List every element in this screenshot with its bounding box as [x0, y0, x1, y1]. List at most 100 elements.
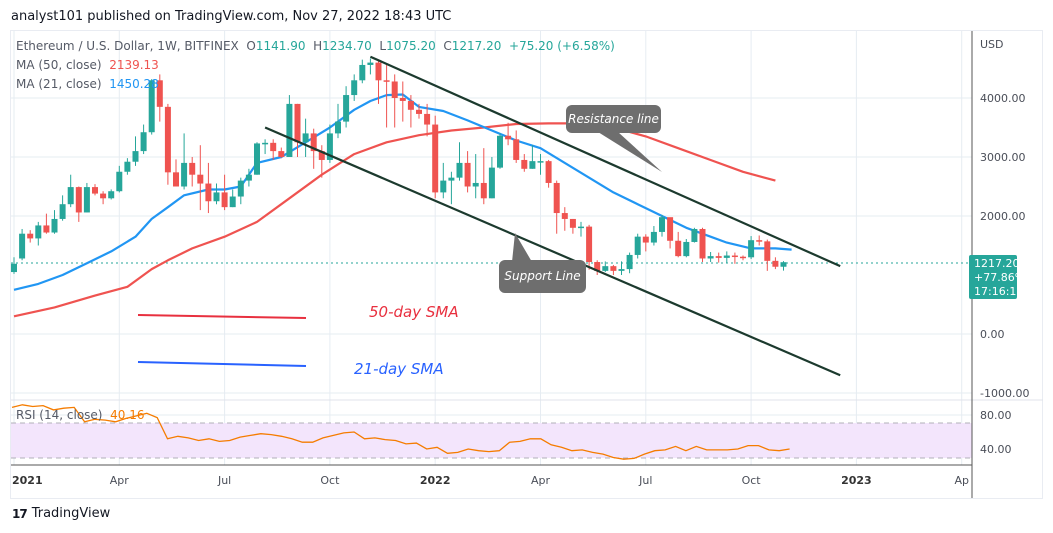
candle-up	[497, 133, 503, 169]
candle-body	[448, 177, 455, 181]
trendlines	[264, 55, 841, 377]
candle-body	[245, 174, 252, 181]
candle-body	[537, 161, 544, 163]
candle-body	[480, 182, 487, 199]
candle-down	[521, 154, 528, 172]
candle-body	[699, 228, 706, 259]
candle-down	[464, 151, 471, 193]
candle-body	[132, 151, 139, 162]
ma50-label: MA (50, close)	[16, 58, 102, 72]
candle-body	[278, 151, 285, 157]
candle-up	[335, 103, 341, 139]
candle-up	[67, 174, 74, 208]
candle-body	[650, 231, 657, 243]
tradingview-logo[interactable]: 17 TradingView	[12, 506, 110, 521]
price-axis-ticks: 4000.00 3000.00 2000.00 0.00 -1000.00	[980, 92, 1029, 400]
ma50-legend[interactable]: MA (50, close) 2139.13	[16, 58, 159, 72]
candle-body	[343, 95, 350, 122]
resistance-callout: Resistance line	[566, 105, 661, 133]
resistance-trendline	[369, 55, 841, 268]
candle-up	[108, 189, 115, 200]
time-tick-label: Ap	[954, 474, 969, 487]
candle-up	[618, 261, 625, 275]
high-value: 1234.70	[322, 39, 372, 53]
candle-body	[634, 236, 641, 255]
support-callout: Support Line	[499, 260, 586, 293]
candle-down	[416, 103, 422, 119]
ma21-legend[interactable]: MA (21, close) 1450.28	[16, 77, 159, 91]
candle-body	[310, 133, 317, 152]
candle-down	[715, 252, 722, 263]
candle-up	[602, 261, 609, 273]
price-tick-label: 0.00	[980, 328, 1005, 341]
candle-body	[731, 255, 738, 258]
candle-body	[675, 240, 682, 257]
candle-body	[432, 124, 439, 193]
candle-down	[205, 162, 212, 214]
candle-body	[351, 80, 358, 96]
ma21-label: MA (21, close)	[16, 77, 102, 91]
candle-body	[553, 182, 560, 214]
candle-down	[553, 180, 560, 234]
rsi-tick-label: 80.00	[980, 409, 1012, 422]
low-value: 1075.20	[386, 39, 436, 53]
candle-down	[375, 60, 382, 104]
candle-down	[594, 260, 601, 275]
candle-down	[586, 224, 593, 270]
price-tick-label: -1000.00	[980, 387, 1029, 400]
last-price: 1217.20	[974, 257, 1020, 270]
ma50-line	[13, 122, 776, 318]
candle-body	[302, 133, 309, 143]
close-label: C	[443, 39, 452, 53]
candle-down	[75, 186, 82, 222]
candle-body	[529, 161, 536, 169]
rsi-path	[11, 404, 790, 460]
candle-up	[537, 154, 544, 175]
candle-up	[254, 142, 260, 175]
candle-body	[205, 183, 212, 202]
low-label: L	[379, 39, 387, 53]
candle-body	[772, 260, 779, 267]
price-tick-label: 2000.00	[980, 210, 1026, 223]
candle-body	[683, 241, 690, 257]
candle-body	[715, 256, 722, 258]
candle-body	[11, 263, 17, 273]
candle-body	[416, 109, 422, 114]
chart-frame	[10, 30, 1043, 499]
candle-down	[294, 103, 301, 157]
candle-up	[59, 195, 66, 221]
candle-up	[51, 210, 58, 234]
candle-up	[148, 79, 155, 135]
resistance-callout-pointer	[598, 132, 662, 172]
candle-up	[578, 221, 584, 237]
candle-body	[513, 139, 520, 160]
candle-down	[610, 264, 617, 275]
candle-body	[148, 80, 155, 133]
price-axis-currency: USD	[980, 38, 1004, 51]
rsi-legend[interactable]: RSI (14, close) 40.16	[16, 408, 144, 422]
candle-up	[132, 136, 139, 166]
candle-down	[100, 191, 107, 205]
open-label: O	[246, 39, 256, 53]
candle-up	[116, 165, 123, 193]
candle-down	[642, 234, 649, 252]
change-value: +75.20 (+6.58%)	[509, 39, 615, 53]
candle-up	[488, 157, 495, 199]
candle-down	[561, 207, 568, 231]
candle-up	[351, 74, 358, 101]
candle-up	[181, 133, 188, 190]
candle-body	[181, 162, 188, 187]
candle-body	[578, 226, 584, 229]
candle-up	[683, 239, 690, 258]
candle-body	[270, 142, 277, 152]
rsi-value: 40.16	[110, 408, 145, 422]
candle-down	[424, 103, 431, 137]
candle-down	[156, 74, 163, 122]
candle-body	[569, 218, 576, 228]
candle-body	[626, 254, 633, 270]
candle-body	[399, 98, 406, 101]
candle-body	[610, 266, 617, 271]
candle-body	[375, 62, 382, 81]
candle-body	[286, 103, 293, 157]
